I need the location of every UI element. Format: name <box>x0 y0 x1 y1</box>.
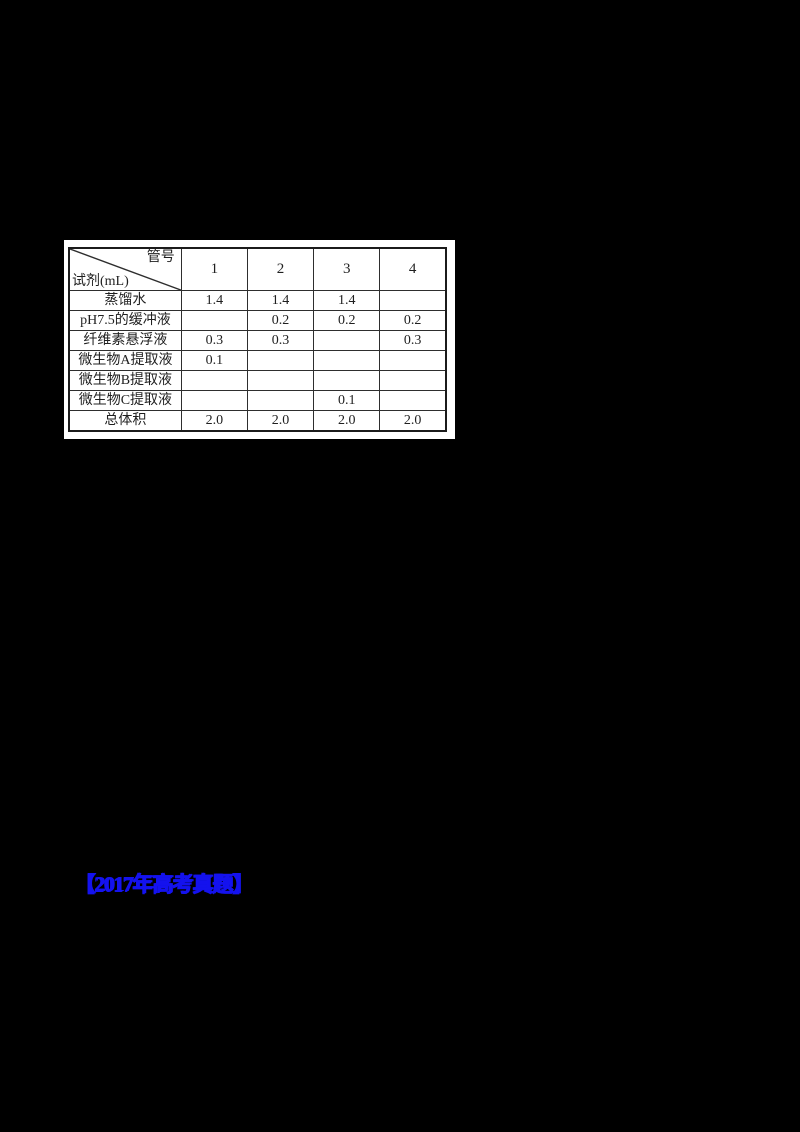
cell-value: 2.0 <box>313 410 381 432</box>
table-row: 微生物C提取液 0.1 <box>68 390 447 411</box>
corner-label-tube-number: 管号 <box>146 250 175 265</box>
reagent-table-panel: 管号 试剂(mL) 1 2 3 4 蒸馏水 1.4 1.4 1.4 pH7. <box>64 240 455 439</box>
cell-value: 0.3 <box>379 330 447 351</box>
cell-value <box>379 370 447 391</box>
table-row: 蒸馏水 1.4 1.4 1.4 <box>68 290 447 311</box>
cell-value <box>313 330 381 351</box>
cell-value: 2.0 <box>246 410 315 432</box>
cell-value <box>180 310 248 331</box>
cell-value: 0.3 <box>180 330 248 351</box>
cell-value: 1.4 <box>180 290 248 311</box>
cell-value <box>180 390 248 411</box>
cell-value: 0.2 <box>313 310 381 331</box>
row-label: 微生物C提取液 <box>68 390 182 411</box>
column-header-1: 1 <box>180 247 248 291</box>
cell-value <box>379 350 447 371</box>
cell-value: 0.2 <box>379 310 447 331</box>
table-header-row: 管号 试剂(mL) 1 2 3 4 <box>68 247 447 291</box>
cell-value <box>379 390 447 411</box>
row-label: 微生物B提取液 <box>68 370 182 391</box>
row-label: 总体积 <box>68 410 182 432</box>
column-header-2: 2 <box>246 247 315 291</box>
table-row: 微生物A提取液 0.1 <box>68 350 447 371</box>
cell-value <box>246 390 315 411</box>
cell-value: 0.1 <box>180 350 248 371</box>
cell-value: 2.0 <box>379 410 447 432</box>
cell-value <box>246 370 315 391</box>
table-row: 纤维素悬浮液 0.3 0.3 0.3 <box>68 330 447 351</box>
cell-value <box>313 350 381 371</box>
cell-value: 0.3 <box>246 330 315 351</box>
cell-value: 0.1 <box>313 390 381 411</box>
row-label: pH7.5的缓冲液 <box>68 310 182 331</box>
corner-label-reagent: 试剂(mL) <box>72 273 129 289</box>
exam-source-caption: 【2017年高考真题】 <box>74 872 253 896</box>
table-row: pH7.5的缓冲液 0.2 0.2 0.2 <box>68 310 447 331</box>
reagent-table: 管号 试剂(mL) 1 2 3 4 蒸馏水 1.4 1.4 1.4 pH7. <box>68 247 447 432</box>
cell-value <box>180 370 248 391</box>
cell-value: 0.2 <box>246 310 315 331</box>
table-row: 微生物B提取液 <box>68 370 447 391</box>
cell-value: 1.4 <box>313 290 381 311</box>
cell-value <box>313 370 381 391</box>
column-header-3: 3 <box>313 247 381 291</box>
column-header-4: 4 <box>379 247 447 291</box>
cell-value: 1.4 <box>246 290 315 311</box>
row-label: 纤维素悬浮液 <box>68 330 182 351</box>
cell-value: 2.0 <box>180 410 248 432</box>
row-label: 微生物A提取液 <box>68 350 182 371</box>
diagonal-corner-cell: 管号 试剂(mL) <box>68 247 182 291</box>
cell-value <box>246 350 315 371</box>
table-row: 总体积 2.0 2.0 2.0 2.0 <box>68 410 447 432</box>
cell-value <box>379 290 447 311</box>
diagonal-line <box>70 249 181 290</box>
row-label: 蒸馏水 <box>68 290 182 311</box>
